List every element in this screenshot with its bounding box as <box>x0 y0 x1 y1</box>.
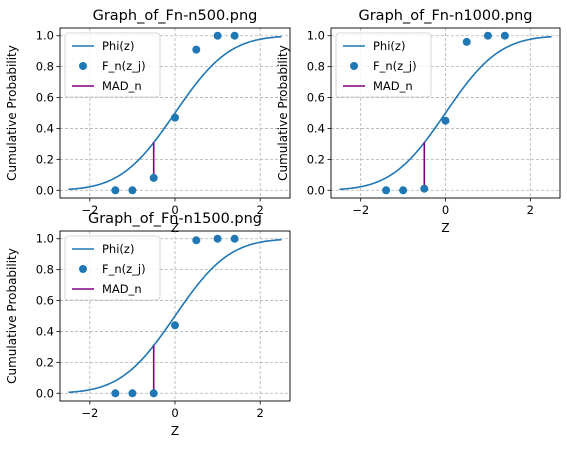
y-axis-label: Cumulative Probability <box>5 248 19 384</box>
x-tick-label: 2 <box>257 203 264 217</box>
fn-point <box>192 236 201 245</box>
y-tick-label: 0.4 <box>307 121 325 135</box>
y-tick-label: 0.0 <box>36 183 54 197</box>
x-tick-label: −2 <box>352 203 369 217</box>
fn-point <box>483 31 492 40</box>
x-axis-label: Z <box>441 221 449 235</box>
fn-point <box>171 321 179 330</box>
y-tick-label: 0.2 <box>36 355 54 369</box>
fn-point <box>420 184 429 193</box>
y-tick-label: 0.8 <box>307 60 325 74</box>
fn-point <box>111 389 120 398</box>
chart-title: Graph_of_Fn-n1500.png <box>88 211 262 227</box>
y-tick-label: 0.0 <box>36 386 54 400</box>
chart-title: Graph_of_Fn-n1000.png <box>358 8 532 24</box>
fn-point <box>192 45 201 54</box>
phi-curve <box>68 35 282 191</box>
phi-curve <box>68 238 282 394</box>
legend-label: MAD_n <box>373 79 413 93</box>
legend: Phi(z) F_n(z_j) MAD_n <box>64 32 161 98</box>
fn-point <box>500 31 509 40</box>
legend-box <box>64 32 161 98</box>
legend-label: Phi(z) <box>373 39 405 53</box>
y-tick-label: 1.0 <box>36 29 54 43</box>
x-tick-label: 0 <box>171 203 178 217</box>
fn-point <box>149 389 158 398</box>
x-tick-label: 0 <box>442 203 449 217</box>
phi-curve <box>339 35 552 191</box>
y-tick-label: 0.6 <box>36 91 54 105</box>
legend-swatch-point <box>350 62 358 70</box>
fn-point <box>171 113 179 122</box>
x-tick-label: 0 <box>171 406 178 420</box>
x-tick-label: −2 <box>81 203 98 217</box>
legend-swatch-point <box>79 62 87 70</box>
fn-point <box>399 186 408 195</box>
chart-panel-1: −2 0 2 0.0 0.2 0.4 0.6 0.8 1.0 Z Cumulative Probab… <box>5 8 291 235</box>
x-tick-label: −2 <box>81 406 98 420</box>
y-tick-label: 0.2 <box>307 152 325 166</box>
y-tick-label: 0.6 <box>307 91 325 105</box>
fn-point <box>111 186 120 195</box>
legend: Phi(z) F_n(z_j) MAD_n <box>335 32 432 98</box>
fn-point <box>382 186 391 195</box>
fn-point <box>128 389 137 398</box>
y-axis-label: Cumulative Probability <box>5 45 19 181</box>
x-tick-label: 2 <box>527 203 534 217</box>
y-axis-label: Cumulative Probability <box>276 45 290 181</box>
legend-label: F_n(z_j) <box>102 59 146 73</box>
chart-panel-2: −2 0 2 0.0 0.2 0.4 0.6 0.8 1.0 Z Cumulative Probab… <box>276 8 561 235</box>
legend-label: MAD_n <box>102 282 142 296</box>
chart-title: Graph_of_Fn-n500.png <box>93 8 258 24</box>
legend-box <box>64 235 161 301</box>
legend-swatch-point <box>79 265 87 273</box>
legend-box <box>335 32 432 98</box>
y-tick-label: 0.8 <box>36 60 54 74</box>
fn-point <box>230 234 239 243</box>
fn-point <box>462 37 471 46</box>
fn-point <box>149 173 158 182</box>
fn-point <box>441 116 450 125</box>
fn-point <box>213 31 222 40</box>
y-tick-label: 0.4 <box>36 324 54 338</box>
x-axis-label: Z <box>171 221 179 235</box>
x-axis-label: Z <box>171 424 179 438</box>
fn-point <box>230 31 239 40</box>
legend-label: Phi(z) <box>102 242 134 256</box>
y-tick-label: 0.8 <box>36 263 54 277</box>
x-tick-label: 2 <box>257 406 264 420</box>
legend-label: F_n(z_j) <box>102 262 146 276</box>
fn-point <box>128 186 137 195</box>
y-tick-label: 1.0 <box>307 29 325 43</box>
fn-point <box>213 234 222 243</box>
legend: Phi(z) F_n(z_j) MAD_n <box>64 235 161 301</box>
chart-panel-3: −2 0 2 0.0 0.2 0.4 0.6 0.8 1.0 Z Cumulative Probab… <box>5 211 291 438</box>
y-tick-label: 0.0 <box>307 183 325 197</box>
legend-label: F_n(z_j) <box>373 59 417 73</box>
legend-label: MAD_n <box>102 79 142 93</box>
y-tick-label: 0.2 <box>36 152 54 166</box>
y-tick-label: 1.0 <box>36 232 54 246</box>
y-tick-label: 0.6 <box>36 294 54 308</box>
legend-label: Phi(z) <box>102 39 134 53</box>
y-tick-label: 0.4 <box>36 121 54 135</box>
